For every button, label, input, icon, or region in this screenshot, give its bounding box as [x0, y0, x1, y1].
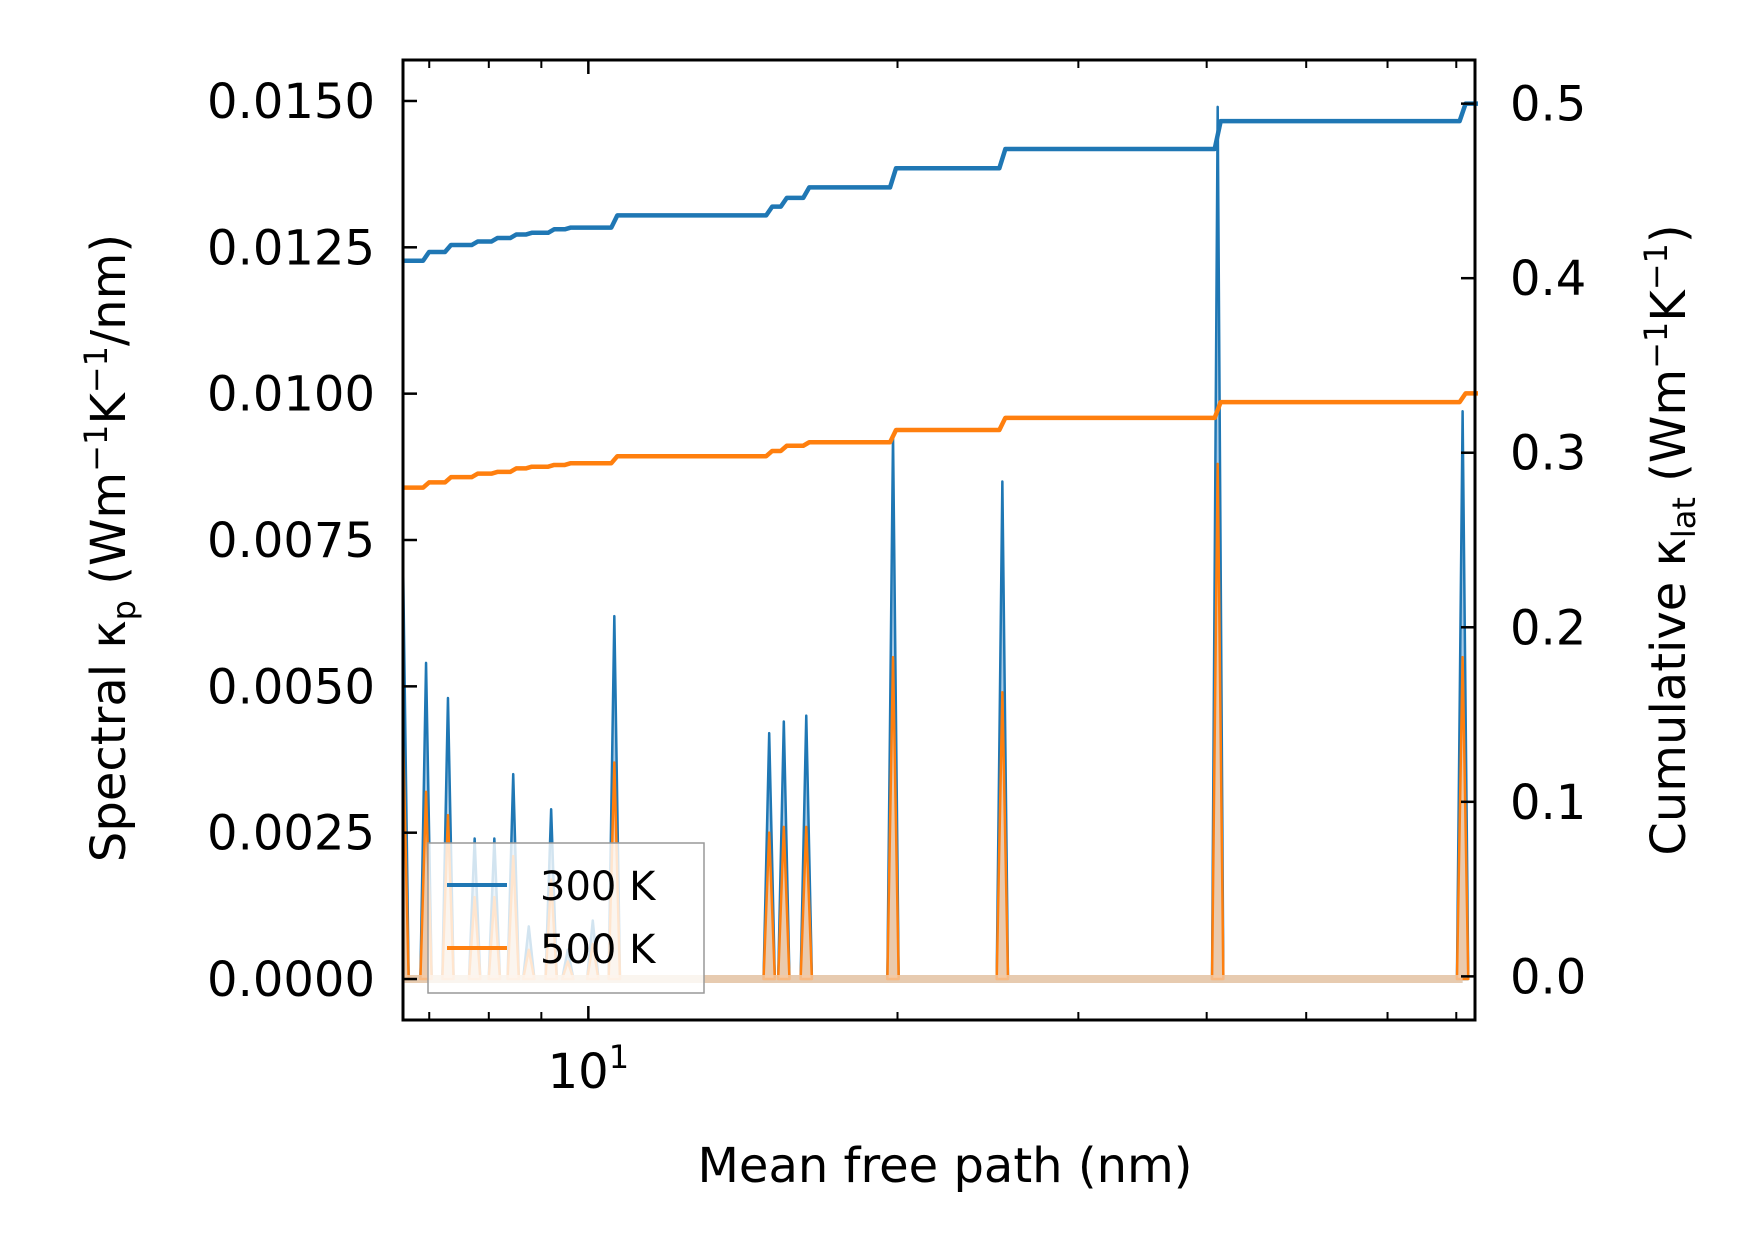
right-y-label-sup1: −1: [1637, 322, 1675, 369]
left-y-tick-label: 0.0100: [207, 367, 375, 423]
left-y-label-mid: K: [81, 392, 137, 425]
legend-frame: [427, 842, 705, 994]
axes-frame: [401, 58, 1477, 1022]
cumulative-line-500k: [403, 391, 1478, 490]
spectral-peak-500k: [1455, 655, 1470, 981]
left-y-tick-label: 0.0050: [207, 659, 375, 715]
x-major-tick-label: 101: [548, 1038, 629, 1100]
right-y-tick-label: 0.0: [1510, 949, 1586, 1005]
left-y-tick-label: 0.0150: [207, 74, 375, 130]
left-y-tick-label: 0.0125: [207, 220, 375, 276]
right-y-axis-label: Cumulative κlat (Wm−1K−1): [1637, 224, 1703, 855]
left-y-label-sup1: −1: [77, 425, 115, 472]
left-y-tick-label: 0.0000: [207, 952, 375, 1008]
left-y-label-sup2: −1: [77, 346, 115, 393]
right-y-label-pre: Cumulative κ: [1641, 538, 1697, 856]
left-y-tick-label: 0.0075: [207, 513, 375, 569]
x-tick-exponent: 1: [609, 1038, 629, 1076]
right-y-label-tail: ): [1641, 224, 1697, 243]
cumulative-line-300k: [403, 101, 1478, 263]
legend: 300 K 500 K: [427, 842, 705, 994]
left-y-label-tail: /nm): [81, 234, 137, 346]
legend-label-500k: 500 K: [540, 927, 657, 973]
right-y-label-sub: lat: [1665, 497, 1703, 538]
right-y-tick-label: 0.1: [1510, 775, 1586, 831]
left-y-axis-label: Spectral κp (Wm−1K−1/nm): [77, 234, 143, 862]
x-tick-base: 10: [548, 1044, 609, 1100]
right-y-tick-label: 0.3: [1510, 426, 1586, 482]
right-y-label-mid: K: [1641, 289, 1697, 322]
left-y-label-pre: Spectral κ: [81, 620, 137, 862]
right-y-tick-label: 0.2: [1510, 600, 1586, 656]
legend-label-300k: 300 K: [540, 864, 657, 910]
right-y-label-sup2: −1: [1637, 243, 1675, 290]
left-y-tick-label: 0.0025: [207, 806, 375, 862]
right-y-tick-label: 0.5: [1510, 77, 1586, 133]
x-axis-label: Mean free path (nm): [698, 1138, 1193, 1194]
right-y-tick-label: 0.4: [1510, 251, 1586, 307]
right-y-label-post: (Wm: [1641, 369, 1697, 497]
left-y-label-sub: p: [105, 600, 143, 620]
left-y-label-post: (Wm: [81, 472, 137, 600]
